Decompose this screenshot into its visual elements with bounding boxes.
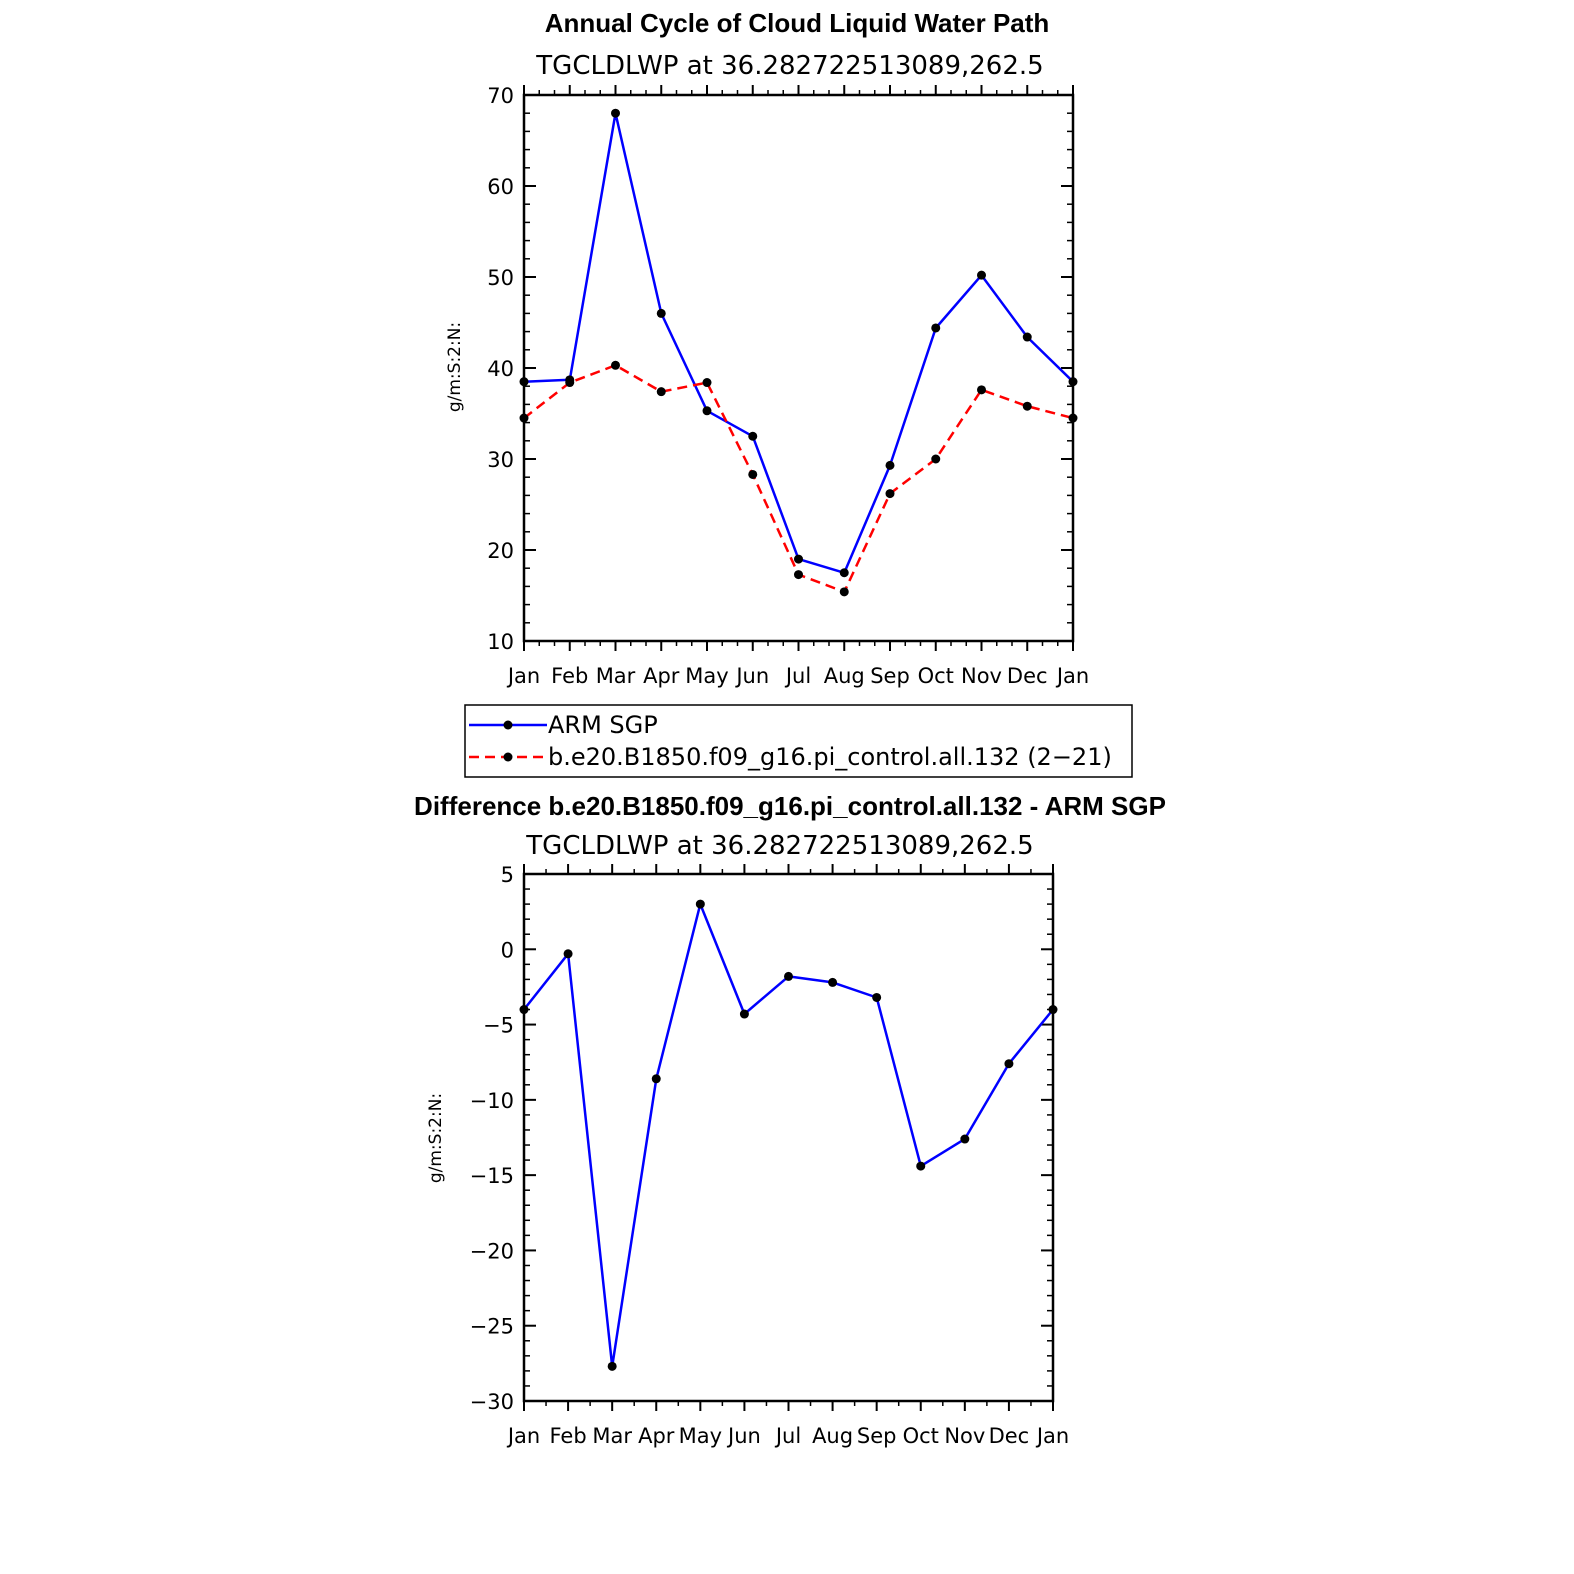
data-point: [611, 108, 620, 118]
x-tick-label: Sep: [870, 664, 910, 688]
x-tick-label: Dec: [1007, 664, 1048, 688]
y-tick-label: −25: [470, 1315, 514, 1339]
data-point: [784, 971, 793, 981]
x-tick-label: Feb: [549, 1424, 586, 1448]
data-point: [931, 454, 941, 464]
legend-box: [464, 704, 1133, 778]
y-tick-label: 0: [501, 938, 514, 962]
data-point: [565, 378, 575, 388]
x-tick-label: Nov: [961, 664, 1002, 688]
x-tick-label: Mar: [592, 1424, 632, 1448]
legend-label-model: b.e20.B1850.f09_g16.pi_control.all.132 (…: [548, 743, 1112, 771]
y-tick-label: 50: [487, 266, 514, 290]
data-point: [748, 431, 758, 441]
x-tick-label: Jul: [774, 1424, 801, 1448]
x-tick-label: Feb: [551, 664, 588, 688]
data-point: [607, 1361, 617, 1371]
data-point: [739, 1009, 749, 1019]
plot-frame: [522, 872, 1055, 1403]
data-point: [702, 378, 712, 388]
y-tick-label: −5: [483, 1014, 514, 1038]
y-tick-label: 60: [487, 175, 514, 199]
data-point: [656, 308, 666, 318]
y-tick-label: 10: [487, 630, 514, 654]
data-point: [748, 469, 758, 479]
x-tick-label: Oct: [903, 1424, 939, 1448]
y-tick-label: 70: [487, 84, 514, 108]
x-tick-label: Apr: [643, 664, 680, 688]
y-tick-label: −20: [470, 1239, 514, 1263]
legend-entry-arm-sgp: ARM SGP: [469, 711, 658, 739]
data-point: [916, 1161, 926, 1171]
data-point: [885, 460, 895, 470]
y-tick-label: −30: [470, 1390, 514, 1414]
y-axis-label: g/m:S:2:N:: [445, 322, 465, 412]
legend-label-arm-sgp: ARM SGP: [548, 711, 658, 739]
chart-title: Annual Cycle of Cloud Liquid Water Path: [545, 8, 1050, 38]
x-tick-label: Apr: [638, 1424, 675, 1448]
x-tick-label: Dec: [989, 1424, 1030, 1448]
annual-cycle-chart: Annual Cycle of Cloud Liquid Water Path …: [445, 8, 1089, 688]
x-tick-label: May: [679, 1424, 722, 1448]
x-tick-label: May: [685, 664, 728, 688]
data-point: [839, 587, 849, 597]
plot-frame: [522, 93, 1075, 643]
difference-chart: Difference b.e20.B1850.f09_g16.pi_contro…: [414, 791, 1166, 1448]
y-tick-label: 40: [487, 357, 514, 381]
legend: ARM SGP b.e20.B1850.f09_g16.pi_control.a…: [464, 704, 1133, 778]
x-tick-label: Nov: [944, 1424, 985, 1448]
data-point: [1004, 1059, 1014, 1069]
data-point: [1022, 332, 1032, 342]
x-tick-label: Jul: [784, 664, 811, 688]
data-point: [611, 360, 620, 370]
x-tick-label: Jan: [506, 664, 540, 688]
x-tick-label: Jan: [1055, 664, 1089, 688]
data-point: [931, 323, 941, 333]
x-tick-label: Jan: [506, 1424, 540, 1448]
y-tick-label: 30: [487, 448, 514, 472]
data-point: [794, 554, 803, 564]
y-tick-label: 20: [487, 539, 514, 563]
data-point: [695, 899, 705, 909]
y-tick-label: −15: [470, 1164, 514, 1188]
x-tick-label: Sep: [857, 1424, 897, 1448]
legend-marker-arm-sgp: [503, 720, 513, 730]
legend-marker-model: [503, 752, 513, 762]
data-point: [563, 949, 573, 959]
x-tick-label: Aug: [824, 664, 865, 688]
data-point: [960, 1134, 970, 1144]
data-point: [885, 489, 895, 499]
data-point: [977, 385, 986, 395]
x-tick-label: Oct: [918, 664, 954, 688]
series-line-0: [523, 111, 1074, 575]
data-point: [828, 977, 838, 987]
chart-title: Difference b.e20.B1850.f09_g16.pi_contro…: [414, 791, 1166, 821]
y-tick-label: −10: [470, 1089, 514, 1113]
data-point: [656, 387, 666, 397]
data-point: [651, 1074, 661, 1084]
x-tick-label: Jan: [1035, 1424, 1069, 1448]
data-point: [977, 270, 986, 280]
chart-subtitle: TGCLDLWP at 36.282722513089,262.5: [535, 51, 1043, 81]
data-point: [702, 406, 712, 416]
x-tick-label: Jun: [726, 1424, 761, 1448]
data-point: [872, 992, 882, 1002]
data-point: [794, 570, 803, 580]
x-tick-label: Jun: [734, 664, 769, 688]
data-point: [839, 568, 849, 578]
chart-subtitle: TGCLDLWP at 36.282722513089,262.5: [525, 831, 1033, 861]
x-tick-label: Mar: [596, 664, 636, 688]
x-tick-label: Aug: [812, 1424, 853, 1448]
data-point: [1022, 401, 1032, 411]
y-axis-label: g/m:S:2:N:: [426, 1093, 446, 1183]
y-tick-label: 5: [501, 863, 514, 887]
legend-entry-model: b.e20.B1850.f09_g16.pi_control.all.132 (…: [469, 743, 1112, 771]
